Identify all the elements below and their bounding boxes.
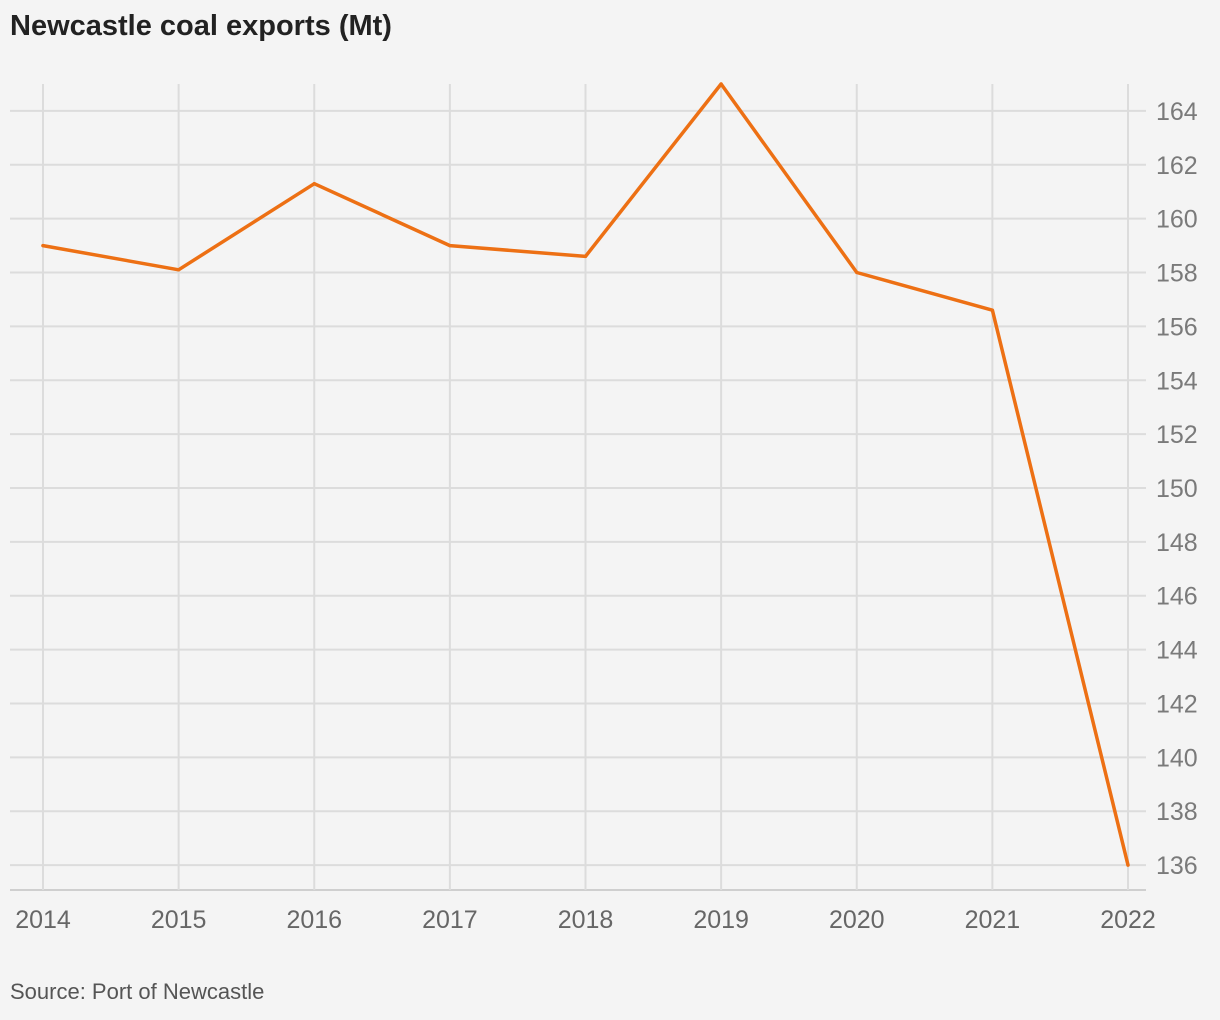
y-tick-label: 152 [1156, 421, 1198, 449]
vertical-gridlines [42, 84, 1129, 890]
series-group [41, 82, 1130, 867]
y-tick-label: 150 [1156, 475, 1198, 503]
y-tick-label: 160 [1156, 206, 1198, 234]
y-tick-label: 136 [1156, 852, 1198, 880]
y-tick-label: 140 [1156, 744, 1198, 772]
chart-title: Newcastle coal exports (Mt) [10, 10, 392, 42]
y-tick-label: 148 [1156, 529, 1198, 557]
x-tick-label: 2019 [693, 906, 749, 934]
x-tick-label: 2014 [15, 906, 71, 934]
data-point [41, 244, 45, 248]
y-tick-label: 138 [1156, 798, 1198, 826]
y-tick-label: 142 [1156, 690, 1198, 718]
source-note: Source: Port of Newcastle [10, 979, 265, 1004]
x-tick-label: 2018 [558, 906, 614, 934]
data-point [448, 244, 452, 248]
y-tick-label: 162 [1156, 152, 1198, 180]
horizontal-gridlines [10, 109, 1146, 891]
x-axis-tick-labels: 2014 2015 2016 2017 2018 2019 2020 2021 2022 [15, 906, 1156, 934]
y-tick-label: 154 [1156, 367, 1198, 395]
data-point [1126, 863, 1130, 867]
y-tick-label: 144 [1156, 637, 1198, 665]
y-tick-label: 146 [1156, 583, 1198, 611]
data-point [583, 254, 588, 258]
x-tick-label: 2020 [829, 906, 885, 934]
x-tick-label: 2015 [151, 906, 207, 934]
data-point [312, 182, 316, 186]
data-point [990, 308, 994, 312]
y-tick-label: 164 [1156, 98, 1198, 126]
data-point [719, 82, 723, 86]
x-tick-label: 2021 [965, 906, 1021, 934]
x-tick-label: 2017 [422, 906, 478, 934]
y-tick-label: 156 [1156, 313, 1198, 341]
y-tick-label: 158 [1156, 260, 1198, 288]
data-point [855, 270, 859, 275]
x-tick-label: 2016 [286, 906, 342, 934]
data-point [177, 268, 181, 272]
x-tick-label: 2022 [1100, 906, 1156, 934]
y-axis-tick-labels: 136 138 140 142 144 146 148 150 152 154 156 158 160 1… [1156, 98, 1198, 880]
